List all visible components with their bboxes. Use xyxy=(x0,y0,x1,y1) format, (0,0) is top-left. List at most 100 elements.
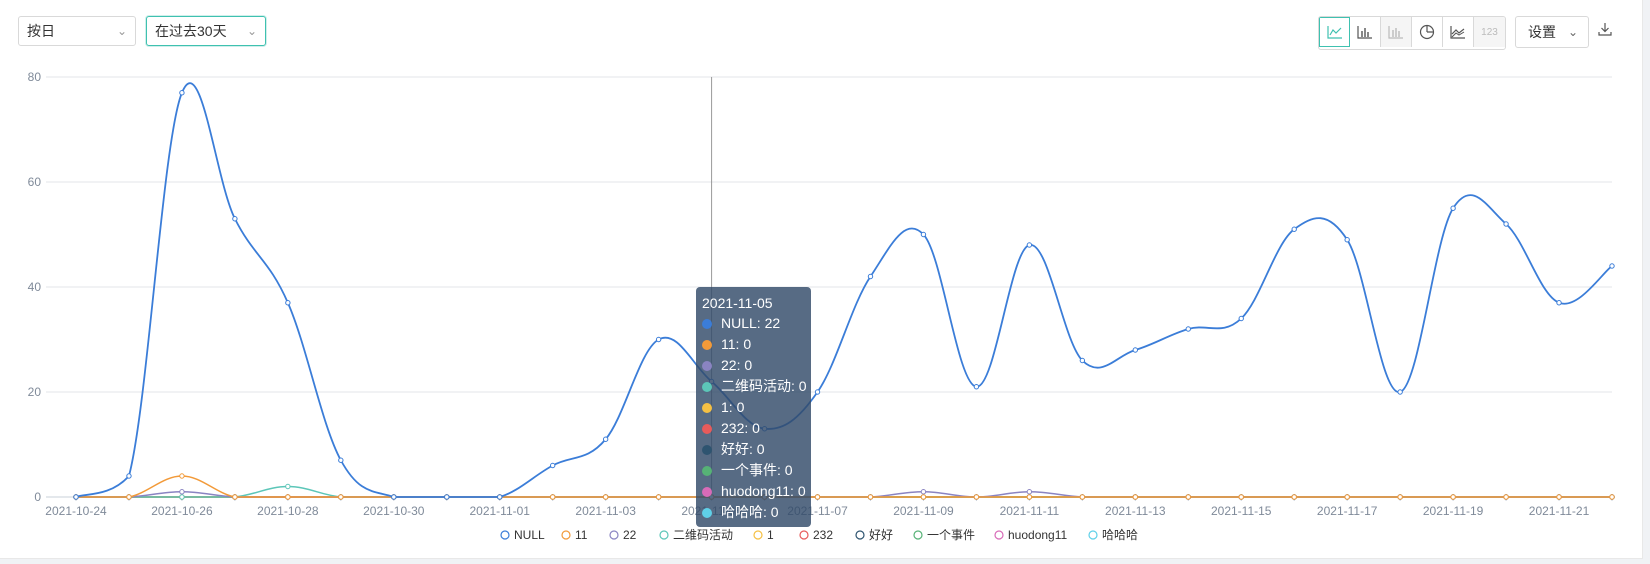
settings-dropdown[interactable]: 设置 ⌄ xyxy=(1515,16,1589,48)
chevron-down-icon: ⌄ xyxy=(116,24,127,38)
data-point xyxy=(179,90,185,96)
legend-label: 一个事件 xyxy=(927,528,975,542)
data-point xyxy=(126,473,132,479)
tooltip-color-dot xyxy=(702,507,712,518)
data-point xyxy=(179,494,185,500)
y-tick-label: 20 xyxy=(28,385,42,399)
data-point xyxy=(1556,300,1562,306)
tooltip-color-dot xyxy=(702,339,712,350)
data-point xyxy=(1291,494,1297,500)
data-point xyxy=(1079,357,1086,364)
data-point xyxy=(920,494,927,500)
legend-label: huodong11 xyxy=(1008,528,1068,542)
chevron-down-icon: ⌄ xyxy=(246,24,257,38)
legend-marker xyxy=(994,530,1004,540)
data-point xyxy=(1556,494,1562,500)
granularity-select[interactable]: 按日 ⌄ xyxy=(18,16,136,46)
data-point xyxy=(1397,494,1403,500)
legend-label: 1 xyxy=(767,528,774,542)
data-point xyxy=(444,494,450,500)
x-tick-label: 2021-11-03 xyxy=(575,504,636,518)
tooltip-rows: NULL: 22 11: 0 22: 0 二维码活动: 0 1: 0 232: 0 好好: … xyxy=(702,313,807,523)
data-point xyxy=(285,483,291,490)
legend-marker xyxy=(609,530,619,540)
number-icon: 123 xyxy=(1481,26,1498,38)
x-tick-label: 2021-11-15 xyxy=(1211,504,1272,518)
data-point xyxy=(814,494,821,500)
chevron-down-icon: ⌄ xyxy=(1567,25,1578,39)
tooltip-date: 2021-11-05 xyxy=(702,295,773,311)
number-view-button[interactable]: 123 xyxy=(1474,17,1505,47)
y-tick-label: 40 xyxy=(28,280,42,294)
legend-label: 22 xyxy=(623,528,637,542)
series-line-null xyxy=(75,82,1613,498)
data-point xyxy=(549,462,556,469)
tooltip-color-dot xyxy=(702,381,712,392)
data-point xyxy=(1609,263,1615,269)
legend-label: 232 xyxy=(813,528,833,542)
legend-label: 二维码活动 xyxy=(673,528,733,542)
tooltip-row: 1: 0 xyxy=(702,397,805,418)
data-point xyxy=(973,384,980,390)
tooltip-color-dot xyxy=(702,423,712,434)
data-point xyxy=(126,494,132,500)
data-point xyxy=(1079,494,1086,500)
data-point xyxy=(814,389,821,395)
data-point xyxy=(179,489,185,495)
tooltip-row-label: 哈哈哈: 0 xyxy=(721,504,779,520)
chart-tooltip: 2021-11-05 NULL: 22 11: 0 22: 0 二维码活动: 0 1: … xyxy=(696,287,811,527)
line-chart-icon xyxy=(1326,26,1342,39)
stacked-bar-button[interactable] xyxy=(1381,17,1412,47)
download-button[interactable] xyxy=(1598,22,1612,41)
data-point xyxy=(73,494,79,500)
area-chart-button[interactable] xyxy=(1443,17,1474,47)
data-point xyxy=(1238,315,1244,322)
tooltip-color-dot xyxy=(702,486,712,497)
granularity-value: 按日 xyxy=(27,23,55,39)
data-point xyxy=(391,494,397,500)
date-range-select[interactable]: 在过去30天 ⌄ xyxy=(146,16,266,46)
pie-chart-button[interactable] xyxy=(1412,17,1443,47)
tooltip-row-label: 1: 0 xyxy=(721,399,745,415)
tooltip-row-label: 一个事件: 0 xyxy=(721,462,793,478)
tooltip-row: 一个事件: 0 xyxy=(702,460,805,481)
area-chart-icon xyxy=(1450,26,1465,39)
data-point xyxy=(1026,494,1033,500)
data-point xyxy=(1132,494,1139,500)
bar-chart-button[interactable] xyxy=(1350,17,1381,47)
data-point xyxy=(1185,326,1191,332)
legend-label: 哈哈哈 xyxy=(1102,528,1138,542)
tooltip-row: 232: 0 xyxy=(702,418,805,439)
line-chart-button[interactable] xyxy=(1319,17,1350,47)
tooltip-row: huodong11: 0 xyxy=(702,481,806,502)
tooltip-row: 哈哈哈: 0 xyxy=(702,502,805,523)
data-point xyxy=(867,273,874,280)
data-point xyxy=(1503,221,1509,227)
x-tick-label: 2021-10-30 xyxy=(363,504,425,518)
data-point xyxy=(867,494,874,500)
data-point xyxy=(1026,242,1033,248)
pie-chart-icon xyxy=(1419,24,1435,40)
data-point xyxy=(232,216,238,222)
tooltip-color-dot xyxy=(702,318,712,329)
data-point xyxy=(1185,494,1191,500)
chart-type-switcher: 123 xyxy=(1318,16,1506,50)
legend-label: 11 xyxy=(575,528,588,542)
data-point xyxy=(232,494,238,500)
data-point xyxy=(1609,494,1615,500)
data-point xyxy=(655,336,662,343)
data-point xyxy=(1291,226,1297,232)
legend-marker xyxy=(659,530,669,540)
data-point xyxy=(1344,237,1350,243)
x-tick-label: 2021-10-26 xyxy=(151,504,213,518)
data-point xyxy=(338,457,344,463)
tooltip-row: 22: 0 xyxy=(702,355,805,376)
data-point xyxy=(1132,347,1139,353)
legend-marker xyxy=(753,530,763,540)
tooltip-color-dot xyxy=(702,465,712,476)
legend-marker xyxy=(561,530,571,540)
x-tick-label: 2021-11-19 xyxy=(1423,504,1484,518)
data-point xyxy=(1026,489,1033,495)
tooltip-row: NULL: 22 xyxy=(702,313,805,334)
